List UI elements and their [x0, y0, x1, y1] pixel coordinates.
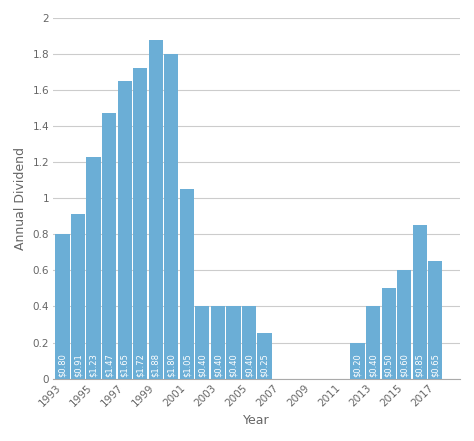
Text: $0.91: $0.91 [73, 353, 82, 377]
Bar [397, 270, 411, 378]
Text: $1.05: $1.05 [182, 353, 191, 377]
Text: $0.40: $0.40 [369, 353, 378, 377]
Bar [118, 81, 132, 378]
Bar [148, 40, 163, 378]
Text: $0.60: $0.60 [400, 353, 409, 377]
Text: $1.47: $1.47 [105, 353, 114, 377]
Bar [102, 113, 116, 378]
Text: $0.20: $0.20 [353, 353, 362, 377]
Bar [366, 306, 380, 378]
Bar [180, 189, 194, 378]
Bar [71, 214, 85, 378]
Bar [226, 306, 240, 378]
Text: $1.65: $1.65 [120, 353, 129, 377]
Bar [86, 157, 101, 378]
Bar [55, 234, 70, 378]
Bar [242, 306, 256, 378]
Bar [428, 262, 442, 378]
Text: $0.85: $0.85 [415, 353, 424, 377]
Text: $0.65: $0.65 [431, 353, 440, 377]
Y-axis label: Annual Dividend: Annual Dividend [14, 147, 27, 250]
Text: $0.40: $0.40 [213, 353, 222, 377]
Text: $1.88: $1.88 [151, 353, 160, 377]
Text: $1.80: $1.80 [167, 353, 176, 377]
Bar [257, 333, 272, 378]
Text: $0.80: $0.80 [58, 353, 67, 377]
Bar [211, 306, 225, 378]
Bar [412, 225, 427, 378]
Text: $0.40: $0.40 [198, 353, 207, 377]
Text: $0.40: $0.40 [229, 353, 238, 377]
Text: $0.40: $0.40 [245, 353, 254, 377]
Bar [350, 343, 365, 378]
Bar [133, 68, 147, 378]
Text: $1.72: $1.72 [136, 353, 145, 377]
Text: $1.23: $1.23 [89, 353, 98, 377]
Bar [164, 54, 178, 378]
Bar [195, 306, 210, 378]
Bar [382, 288, 396, 378]
Text: $0.25: $0.25 [260, 353, 269, 377]
Text: $0.50: $0.50 [384, 353, 393, 377]
X-axis label: Year: Year [243, 414, 270, 427]
